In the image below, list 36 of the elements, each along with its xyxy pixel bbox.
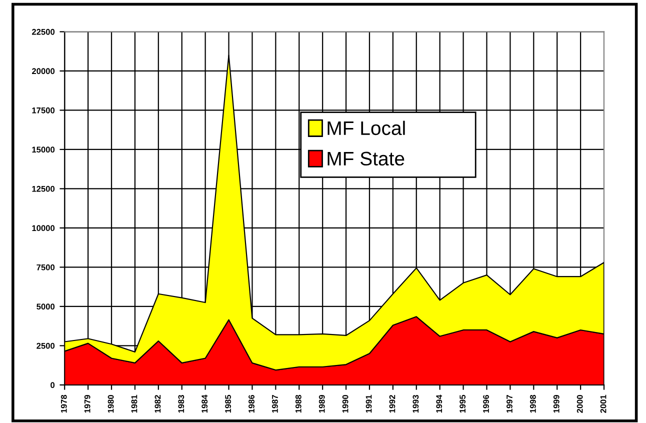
- y-tick-label: 0: [50, 382, 55, 388]
- x-tick-label: 1986: [248, 394, 254, 413]
- x-tick-label: 2001: [600, 394, 606, 413]
- x-tick-label: 1982: [154, 394, 161, 413]
- x-tick-label: 1994: [436, 394, 442, 413]
- y-tick-label: 10000: [32, 225, 55, 232]
- x-tick-label: 1995: [460, 394, 466, 413]
- x-tick-label: 1991: [366, 394, 372, 413]
- x-tick-label: 1983: [178, 394, 184, 413]
- x-tick-label: 1980: [108, 394, 114, 413]
- x-tick-label: 1996: [483, 394, 489, 413]
- x-tick-label: 1997: [506, 395, 512, 413]
- y-tick-label: 15000: [32, 146, 55, 153]
- y-tick-label: 2500: [36, 342, 55, 349]
- y-tick-label: 20000: [32, 68, 55, 74]
- x-tick-label: 1984: [202, 394, 208, 413]
- legend-label: MF State: [328, 152, 404, 166]
- x-tick-label: 1985: [225, 394, 232, 413]
- y-tick-label: 22500: [32, 28, 55, 35]
- x-tick-label: 1981: [131, 394, 138, 413]
- x-tick-label: 2000: [576, 394, 583, 413]
- y-tick-label: 5000: [36, 304, 55, 310]
- y-tick-label: 17500: [32, 107, 55, 114]
- x-tick-label: 1978: [60, 394, 67, 413]
- x-tick-label: 1988: [295, 394, 302, 413]
- x-tick-label: 1979: [84, 394, 90, 413]
- legend-label: MF Local: [328, 120, 405, 136]
- x-tick-label: 1999: [553, 394, 560, 413]
- x-tick-label: 1989: [318, 394, 325, 413]
- x-tick-label: 1998: [530, 394, 536, 413]
- x-tick-label: 1992: [389, 394, 396, 413]
- y-tick-label: 7500: [36, 264, 55, 270]
- y-tick-label: 12500: [32, 186, 55, 192]
- x-tick-label: 1990: [342, 394, 348, 413]
- x-tick-label: 1987: [272, 395, 278, 413]
- x-tick-label: 1993: [412, 394, 419, 413]
